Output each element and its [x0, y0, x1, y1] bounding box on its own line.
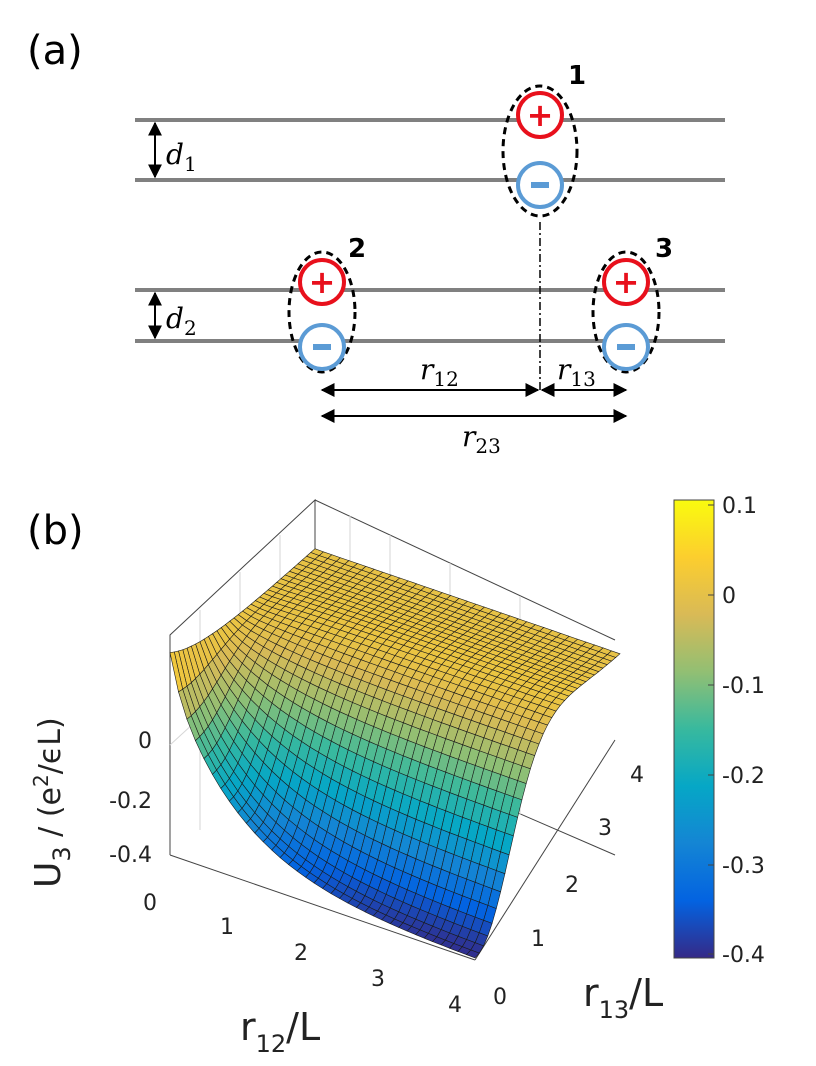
dipole-2-plus-sign: +	[309, 263, 336, 301]
dipole-3-number: 3	[655, 234, 673, 264]
dipole-2-minus-sign	[313, 344, 331, 350]
z-axis-ticks: 0 -0.2 -0.4	[109, 729, 152, 868]
dipole-1-number: 1	[568, 61, 586, 91]
r13-label: r13	[557, 353, 596, 391]
dipole-2: + 2	[287, 234, 366, 374]
panel-b-surface-plot: 0 -0.2 -0.4 0 1 2 3 4 0 1 2 3 4 U3 / (e2…	[28, 494, 765, 1058]
y-axis-ticks: 0 1 2 3 4	[493, 763, 644, 1010]
colorbar-tick-neg0.1: -0.1	[722, 674, 765, 699]
y-axis-label: r13/L	[583, 971, 663, 1024]
panel-a-label: (a)	[27, 28, 83, 74]
r12-label: r12	[420, 353, 459, 391]
colorbar-fill	[673, 499, 715, 959]
dipole-1: + 1	[501, 61, 586, 218]
z-tick-neg0.2: -0.2	[109, 789, 152, 814]
z-axis-label: U3 / (e2/ϵL)	[28, 717, 76, 888]
x-axis-ticks: 0 1 2 3 4	[143, 891, 462, 1018]
dipole-2-outline	[287, 250, 357, 374]
dipole-1-outline	[501, 84, 579, 218]
x-tick-0: 0	[143, 891, 157, 916]
dipole-3-plus-charge	[602, 258, 650, 306]
x-tick-3: 3	[371, 967, 385, 992]
x-tick-2: 2	[294, 941, 308, 966]
colorbar-tick-0.1: 0.1	[722, 494, 757, 519]
d1-label: d1	[166, 138, 197, 176]
panel-a-diagram: d1 d2 + 1 + 2 + 3	[135, 61, 725, 458]
floor-front-y	[474, 739, 616, 961]
z-tick-neg0.4: -0.4	[109, 843, 152, 868]
colorbar-tick-neg0.4: -0.4	[722, 943, 765, 968]
back-wall-top	[314, 499, 616, 641]
y-tick-3: 3	[598, 816, 612, 841]
y-tick-2: 2	[565, 873, 579, 898]
colorbar-tick-neg0.2: -0.2	[722, 764, 765, 789]
z-tick-0: 0	[138, 729, 152, 754]
r23-label: r23	[462, 420, 501, 458]
y-tick-4: 4	[630, 763, 644, 788]
dipole-3-outline	[591, 250, 661, 374]
dipole-1-plus-sign: +	[527, 96, 554, 134]
colorbar-tick-neg0.3: -0.3	[722, 854, 765, 879]
x-tick-1: 1	[220, 915, 234, 940]
dipole-2-plus-charge	[298, 258, 346, 306]
dipole-1-minus-sign	[531, 182, 549, 188]
panel-b-label: (b)	[27, 508, 84, 554]
y-tick-0: 0	[493, 985, 507, 1010]
x-axis-label: r12/L	[240, 1005, 320, 1058]
d2-label: d2	[166, 302, 197, 340]
dipole-3: + 3	[591, 234, 673, 374]
colorbar-tick-0: 0	[722, 584, 736, 609]
dipole-3-minus-sign	[617, 344, 635, 350]
x-tick-4: 4	[448, 993, 462, 1018]
dipole-2-number: 2	[348, 234, 366, 264]
y-tick-1: 1	[531, 927, 545, 952]
dipole-3-plus-sign: +	[613, 263, 640, 301]
floor-front-x	[169, 854, 476, 961]
surface-patch	[465, 949, 480, 959]
colorbar: 0.1 0 -0.1 -0.2 -0.3 -0.4	[673, 494, 765, 968]
dipole-1-plus-charge	[516, 91, 564, 139]
surface-mesh	[169, 548, 621, 959]
